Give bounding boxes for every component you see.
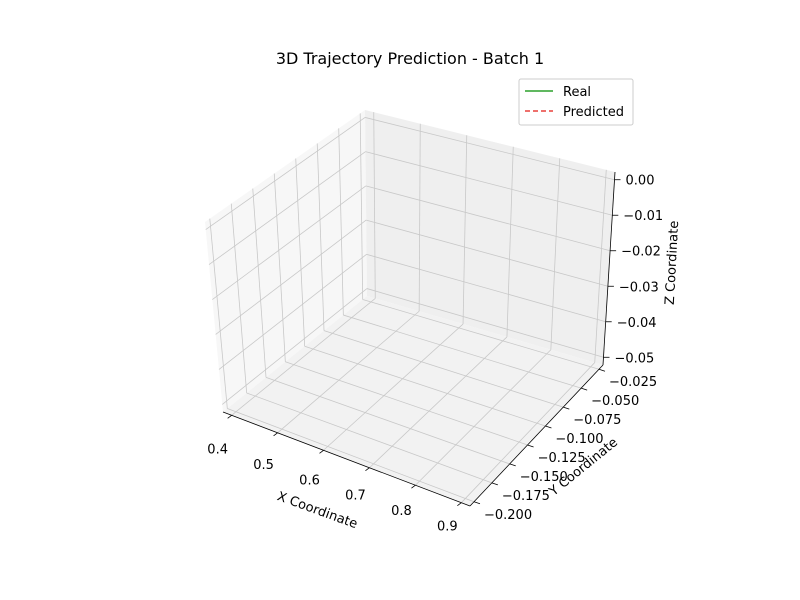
x-tick-label: 0.6 — [299, 473, 320, 488]
left-pane — [205, 110, 367, 412]
y-tick-label: −0.200 — [484, 508, 532, 523]
x-tick — [273, 432, 278, 437]
z-grid-back — [366, 253, 606, 323]
y-grid-floor — [304, 345, 546, 427]
y-grid-floor — [285, 361, 528, 446]
y-grid-left-wall — [273, 173, 286, 362]
y-grid-floor — [343, 314, 582, 389]
axis-lines — [222, 171, 616, 507]
y-tick — [527, 444, 534, 448]
legend-real-label: Real — [563, 85, 591, 100]
x-grid-back-wall — [506, 146, 514, 337]
x-grid-back-wall — [418, 123, 421, 312]
x-grid-back-wall — [373, 112, 376, 299]
legend: Real Predicted — [518, 78, 634, 126]
y-grid-floor — [323, 330, 564, 408]
y-tick-label: −0.025 — [609, 375, 657, 390]
y-tick — [581, 387, 588, 391]
y-grid-left-wall — [316, 143, 325, 331]
ticks: 0.4 0.5 0.6 0.7 0.8 0.9 −0.200 −0.175 −0.150 −0.1… — [207, 174, 663, 535]
z-grid-back — [366, 288, 604, 358]
y-tick — [563, 406, 570, 410]
y-grid-left-wall — [209, 218, 228, 409]
y-grid-floor — [362, 299, 600, 370]
y-grid-left-wall — [252, 188, 267, 378]
y-tick-label: −0.150 — [520, 470, 568, 485]
z-grid-back — [365, 151, 613, 216]
x-tick-label: 0.5 — [253, 458, 274, 473]
y-tick — [598, 368, 606, 372]
z-axis-label: Z Coordinate — [663, 220, 682, 305]
y-grid-floor — [227, 408, 475, 503]
y-tick — [491, 482, 498, 486]
y-tick — [473, 501, 481, 505]
y-grid-floor — [246, 392, 492, 484]
x-grid-floor — [461, 362, 596, 503]
x-tick-label: 0.4 — [207, 442, 228, 457]
x-grid-back-wall — [550, 158, 561, 350]
z-axis-line — [602, 171, 616, 366]
z-tick-label: −0.02 — [621, 245, 661, 260]
y-tick — [545, 425, 552, 429]
y-grid-left-wall — [295, 158, 306, 347]
x-tick — [365, 467, 370, 472]
z-tick-label: −0.04 — [617, 316, 657, 331]
y-grid-left-wall — [230, 203, 248, 393]
y-tick-label: −0.100 — [555, 432, 603, 447]
y-tick-label: −0.050 — [591, 394, 639, 409]
x-grid-back-wall — [594, 169, 607, 363]
y-grid-floor — [265, 376, 510, 465]
z-tick-label: 0.00 — [626, 174, 655, 189]
x-grid-back-wall — [462, 135, 468, 325]
x-tick — [457, 502, 462, 507]
x-tick-label: 0.8 — [391, 504, 412, 519]
z-grid-back — [366, 219, 609, 287]
axes-panes — [205, 110, 615, 506]
x-tick — [227, 414, 232, 419]
legend-predicted-label: Predicted — [563, 105, 624, 120]
back-pane — [365, 110, 615, 365]
x-grid-floor — [415, 349, 552, 486]
y-tick-label: −0.075 — [573, 413, 621, 428]
y-axis-line — [469, 364, 604, 507]
x-axis-line — [222, 411, 471, 507]
z-tick-label: −0.03 — [619, 280, 659, 295]
x-tick-label: 0.9 — [437, 520, 458, 535]
x-tick — [319, 449, 324, 454]
y-tick — [509, 463, 516, 467]
z-tick-label: −0.01 — [623, 209, 663, 224]
grid-lines — [205, 112, 615, 503]
x-tick-label: 0.7 — [345, 489, 366, 504]
z-grid-back — [365, 185, 611, 252]
chart-title: 3D Trajectory Prediction - Batch 1 — [276, 49, 544, 68]
z-grid-back — [364, 117, 615, 181]
z-tick-label: −0.05 — [614, 351, 654, 366]
y-tick-label: −0.175 — [502, 489, 550, 504]
y-grid-left-wall — [359, 113, 364, 300]
y-grid-left-wall — [338, 128, 344, 316]
y-tick-label: −0.125 — [538, 451, 586, 466]
x-tick — [411, 484, 416, 489]
